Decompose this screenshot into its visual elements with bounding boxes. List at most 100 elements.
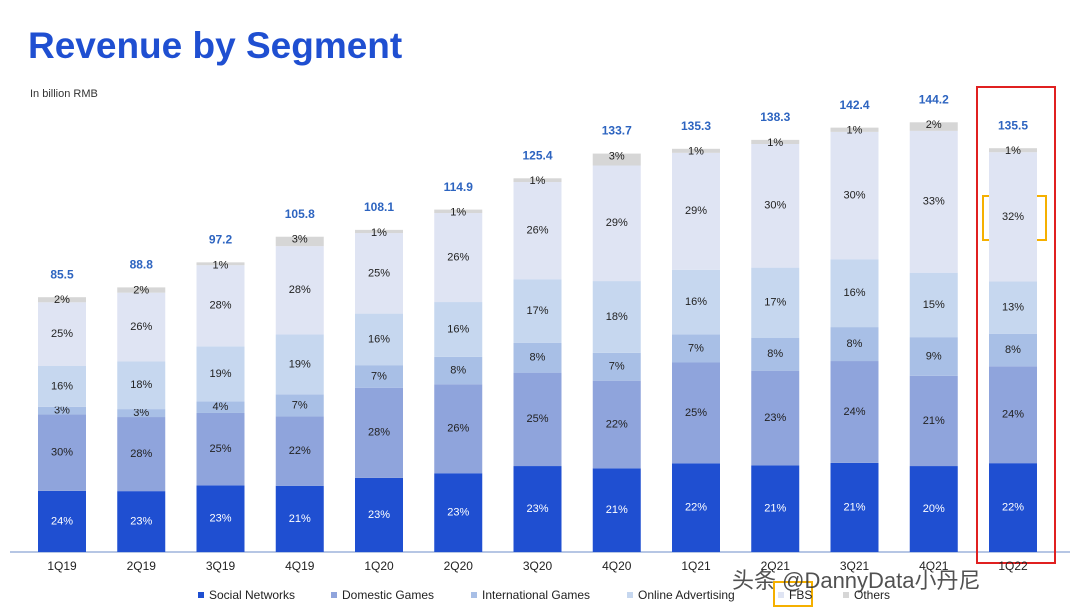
legend-label: Others bbox=[854, 588, 890, 602]
x-tick-label: 2Q19 bbox=[127, 559, 157, 573]
bar-segment bbox=[909, 466, 958, 552]
bar-segment bbox=[989, 333, 1037, 367]
bar-segment bbox=[592, 165, 641, 282]
value-label: 19% bbox=[289, 358, 311, 370]
bar-segment bbox=[117, 287, 166, 293]
bar-segment bbox=[513, 178, 562, 183]
value-label: 30% bbox=[764, 200, 786, 212]
value-label: 23% bbox=[447, 507, 469, 519]
legend-label: Online Advertising bbox=[638, 588, 735, 602]
bar-segment bbox=[672, 269, 720, 335]
total-label: 88.8 bbox=[130, 258, 154, 272]
value-label: 24% bbox=[51, 515, 73, 527]
value-label: 13% bbox=[1002, 302, 1024, 314]
total-label: 114.9 bbox=[444, 180, 474, 194]
value-label: 1% bbox=[847, 125, 863, 137]
x-tick-label: 4Q20 bbox=[602, 559, 632, 573]
value-label: 22% bbox=[1002, 501, 1024, 513]
bar-segment bbox=[672, 362, 720, 464]
value-label: 16% bbox=[685, 296, 707, 308]
value-label: 28% bbox=[368, 427, 390, 439]
value-label: 1% bbox=[213, 259, 229, 271]
bar-segment bbox=[275, 246, 324, 335]
value-label: 26% bbox=[447, 423, 469, 435]
bar-segment bbox=[434, 302, 483, 357]
value-label: 7% bbox=[371, 370, 387, 382]
total-label: 125.4 bbox=[522, 148, 552, 162]
total-label: 135.5 bbox=[998, 118, 1028, 132]
x-tick-label: 2Q20 bbox=[444, 559, 474, 573]
value-label: 16% bbox=[843, 287, 865, 299]
value-label: 21% bbox=[923, 415, 945, 427]
value-label: 3% bbox=[54, 404, 70, 416]
value-label: 16% bbox=[368, 333, 390, 345]
total-label: 133.7 bbox=[602, 124, 632, 138]
bar-segment bbox=[751, 337, 800, 371]
x-tick-label: 3Q21 bbox=[840, 559, 870, 573]
x-tick-label: 1Q21 bbox=[681, 559, 711, 573]
bar-segment bbox=[592, 352, 641, 381]
bar-segment bbox=[275, 334, 324, 395]
value-label: 32% bbox=[1002, 211, 1024, 223]
bar-segment bbox=[38, 297, 86, 303]
value-label: 8% bbox=[1005, 344, 1021, 356]
bar-segment bbox=[117, 361, 166, 410]
bar-segment bbox=[355, 229, 403, 234]
value-label: 21% bbox=[843, 501, 865, 513]
total-label: 138.3 bbox=[760, 110, 790, 124]
bar-segment bbox=[434, 213, 483, 303]
total-label: 135.3 bbox=[681, 119, 711, 133]
value-label: 24% bbox=[1002, 409, 1024, 421]
bar-segment bbox=[355, 313, 403, 366]
bar-segment bbox=[989, 463, 1037, 552]
bar-segment bbox=[275, 394, 324, 417]
value-label: 18% bbox=[130, 379, 152, 391]
chart-subtitle: In billion RMB bbox=[30, 88, 98, 100]
total-label: 97.2 bbox=[209, 233, 233, 247]
value-label: 23% bbox=[130, 515, 152, 527]
value-label: 21% bbox=[289, 513, 311, 525]
value-label: 25% bbox=[51, 328, 73, 340]
bar-segment bbox=[38, 414, 86, 491]
bar-segment bbox=[830, 131, 879, 260]
value-label: 2% bbox=[926, 119, 942, 131]
bar-segment bbox=[751, 267, 800, 338]
bar-segment bbox=[355, 477, 403, 552]
value-label: 16% bbox=[447, 323, 469, 335]
value-label: 29% bbox=[685, 205, 707, 217]
bar-segment bbox=[196, 262, 245, 266]
total-label: 85.5 bbox=[50, 267, 74, 281]
value-label: 23% bbox=[526, 503, 548, 515]
x-tick-label: 1Q20 bbox=[364, 559, 394, 573]
bar-segment bbox=[196, 265, 245, 347]
value-label: 8% bbox=[767, 348, 783, 360]
bar-segment bbox=[38, 366, 86, 407]
value-label: 24% bbox=[843, 406, 865, 418]
bar-segment bbox=[117, 409, 166, 418]
bar-segment bbox=[830, 259, 879, 328]
total-label: 142.4 bbox=[839, 98, 869, 112]
total-label: 108.1 bbox=[364, 200, 394, 214]
value-label: 23% bbox=[209, 513, 231, 525]
value-label: 7% bbox=[609, 361, 625, 373]
value-label: 21% bbox=[764, 503, 786, 515]
x-tick-label: 1Q19 bbox=[47, 559, 77, 573]
value-label: 23% bbox=[368, 509, 390, 521]
value-label: 1% bbox=[767, 137, 783, 149]
chart-title: Revenue by Segment bbox=[28, 25, 402, 66]
value-label: 7% bbox=[688, 342, 704, 354]
bar-segment bbox=[830, 462, 879, 552]
bar-segment bbox=[355, 233, 403, 314]
bar-segment bbox=[989, 281, 1037, 334]
bar-segment bbox=[672, 152, 720, 270]
bar-segment bbox=[434, 384, 483, 474]
value-label: 23% bbox=[764, 412, 786, 424]
value-label: 30% bbox=[843, 189, 865, 201]
bar-segment bbox=[592, 153, 641, 166]
bar-segment bbox=[592, 468, 641, 552]
value-label: 30% bbox=[51, 447, 73, 459]
bar-segment bbox=[592, 380, 641, 469]
bar-segment bbox=[751, 370, 800, 466]
bar-segment bbox=[909, 122, 958, 131]
